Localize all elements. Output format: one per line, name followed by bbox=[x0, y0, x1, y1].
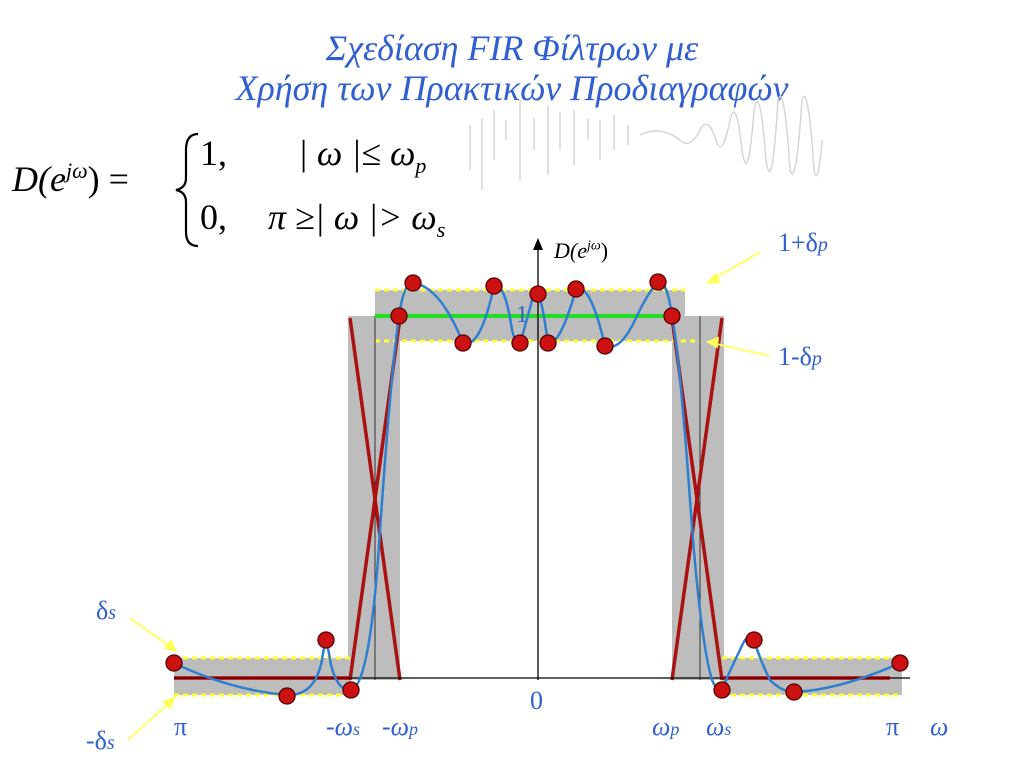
stopband-negative-sub: s bbox=[106, 732, 115, 754]
extremum-point bbox=[317, 631, 335, 649]
extremum-point bbox=[745, 631, 763, 649]
tick-neg-omega-p: -ωp bbox=[382, 712, 418, 742]
lower-passband-sub: p bbox=[811, 348, 822, 370]
tick-omega-s-sub: s bbox=[724, 719, 732, 739]
extremum-point bbox=[454, 334, 472, 352]
extremum-point bbox=[891, 654, 909, 672]
slide-title-line-2: Χρήση των Πρακτικών Προδιαγραφών bbox=[235, 68, 789, 108]
tick-omega-s: ωs bbox=[706, 712, 731, 742]
upper-passband-annotation: 1+δp bbox=[778, 228, 828, 258]
tick-neg-omega-s-sub: s bbox=[353, 719, 361, 739]
extremum-point bbox=[165, 654, 183, 672]
tick-neg-omega-s-text: -ω bbox=[326, 712, 354, 741]
extremum-point bbox=[596, 337, 614, 355]
case-1-condition: | ω |≤ ω bbox=[298, 133, 416, 173]
lower-passband-annotation: 1-δp bbox=[778, 342, 822, 372]
case-1-sub: p bbox=[415, 153, 427, 179]
tick-right-pi: π bbox=[886, 712, 900, 741]
extremum-point bbox=[663, 307, 681, 325]
case-1-value: 1, bbox=[200, 133, 227, 173]
y-axis-arrowhead bbox=[533, 238, 543, 250]
stopband-positive-annotation: δs bbox=[96, 596, 116, 626]
formula-case-2: 0, bbox=[200, 196, 227, 238]
extremum-point bbox=[649, 273, 667, 291]
annotation-arrows bbox=[127, 251, 771, 741]
extremum-point bbox=[567, 280, 585, 298]
extremum-point bbox=[529, 285, 547, 303]
background-waveform-decoration bbox=[469, 95, 823, 190]
tick-neg-omega-p-sub: p bbox=[409, 719, 419, 739]
tick-omega-axis: ω bbox=[930, 712, 949, 741]
upper-passband-sub: p bbox=[817, 234, 828, 256]
y-axis-label-text: D(e bbox=[554, 238, 587, 263]
y-axis-label: D(ejω) bbox=[554, 238, 608, 264]
tick-omega-p: ωp bbox=[652, 712, 679, 742]
extremum-point bbox=[713, 681, 731, 699]
tick-neg-omega-s: -ωs bbox=[326, 712, 360, 742]
tick-omega-s-text: ω bbox=[706, 712, 725, 741]
case-2-sub: s bbox=[436, 217, 446, 243]
tick-left-pi: π bbox=[174, 712, 188, 741]
case-2-condition: π ≥| ω |> ω bbox=[268, 197, 437, 237]
tick-omega-p-sub: p bbox=[670, 719, 680, 739]
extremum-point bbox=[785, 683, 803, 701]
tick-neg-omega-p-text: -ω bbox=[382, 712, 410, 741]
passband-one-label: 1 bbox=[516, 302, 528, 328]
stopband-positive-text: δ bbox=[96, 596, 109, 625]
stopband-positive-sub: s bbox=[108, 602, 117, 624]
extremum-point bbox=[404, 274, 422, 292]
tick-omega-p-text: ω bbox=[652, 712, 671, 741]
case-2-value: 0, bbox=[200, 197, 227, 237]
extremum-point bbox=[539, 334, 557, 352]
extremum-point bbox=[511, 334, 529, 352]
upper-passband-text: 1+δ bbox=[778, 228, 818, 257]
y-axis-label-end: ) bbox=[600, 238, 609, 263]
lower-passband-text: 1-δ bbox=[778, 342, 812, 371]
slide-title-line-1: Σχεδίαση FIR Φίλτρων με bbox=[325, 28, 699, 68]
formula-case-1-condition: | ω |≤ ωp bbox=[298, 132, 426, 179]
formula-lhs-end: ) = bbox=[87, 159, 129, 199]
extremum-point bbox=[390, 307, 408, 325]
formula-case-1: 1, bbox=[200, 132, 227, 174]
y-axis-label-sup: jω bbox=[586, 238, 601, 254]
extremal-points bbox=[165, 273, 909, 705]
extremum-point bbox=[485, 277, 503, 295]
desired-response-formula: D(ejω) = bbox=[12, 158, 129, 200]
formula-case-2-condition: π ≥| ω |> ωs bbox=[268, 196, 445, 243]
formula-lhs: D(e bbox=[12, 159, 66, 199]
origin-zero-label: 0 bbox=[530, 686, 543, 715]
extremum-point bbox=[342, 681, 360, 699]
formula-brace bbox=[175, 132, 199, 248]
stopband-negative-annotation: -δs bbox=[86, 726, 115, 756]
stopband-negative-text: -δ bbox=[86, 726, 107, 755]
formula-lhs-sup: jω bbox=[65, 158, 88, 183]
transition-lines bbox=[348, 317, 724, 681]
extremum-point bbox=[278, 687, 296, 705]
